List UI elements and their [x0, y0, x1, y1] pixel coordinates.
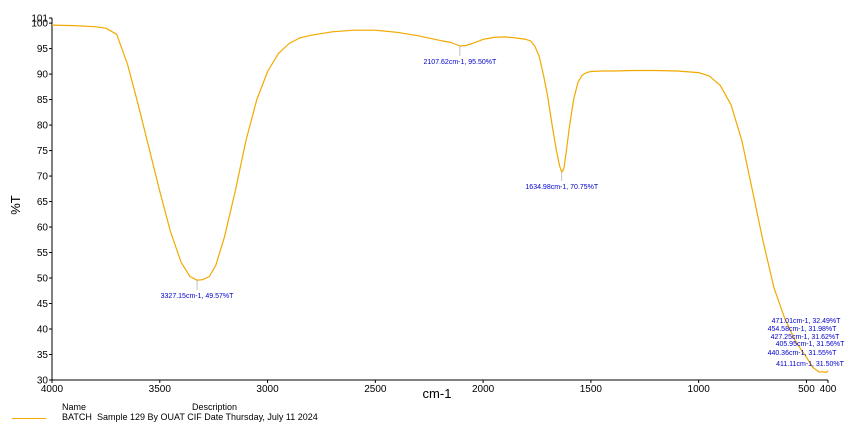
y-tick-label: 40	[37, 325, 49, 336]
x-tick-label: 2000	[472, 384, 495, 395]
y-axis-title: %T	[8, 195, 23, 215]
chart-series	[51, 24, 829, 373]
y-tick-label: 95	[37, 44, 49, 55]
y-tick-label: 30	[37, 376, 49, 387]
chart-axes	[51, 18, 828, 381]
y-tick-label: 55	[37, 248, 49, 259]
x-tick-label: 2500	[364, 384, 387, 395]
y-tick-label: 65	[37, 197, 49, 208]
y-tick-label: 100	[31, 19, 48, 30]
x-axis-title: cm-1	[423, 386, 452, 400]
peak-label: 1634.98cm-1, 70.75%T	[525, 184, 598, 191]
legend-entry-name: BATCH	[62, 412, 92, 422]
ftir-spectrum-chart: 4000 3500 3000 2500 2000 1500 1000 500 400 30 35 40…	[8, 14, 846, 401]
y-tick-label: 60	[37, 223, 49, 234]
peak-label: 405.95cm-1, 31.56%T	[776, 341, 846, 348]
peak-label: 440.36cm-1, 31.55%T	[768, 350, 838, 357]
peak-label: 427.25cm-1, 31.62%T	[771, 334, 841, 341]
legend-entry-description: Sample 129 By OUAT CIF Date Thursday, Ju…	[97, 412, 318, 422]
x-tick-label: 3500	[149, 384, 172, 395]
legend-name-header: Name	[62, 402, 87, 412]
chart-ticks: 4000 3500 3000 2500 2000 1500 1000 500 400 30 35 40…	[31, 14, 836, 396]
y-tick-label: 75	[37, 146, 49, 157]
x-tick-label: 4000	[41, 384, 64, 395]
peak-label: 471.01cm-1, 32.49%T	[772, 318, 842, 325]
y-tick-label: 101	[31, 14, 48, 25]
chart-annotations: 3327.15cm-1, 49.57%T 2107.62cm-1, 95.50%T…	[161, 46, 846, 368]
y-tick-label: 90	[37, 70, 49, 81]
x-tick-label: 1500	[580, 384, 603, 395]
y-tick-label: 50	[37, 274, 49, 285]
y-tick-label: 80	[37, 121, 49, 132]
y-tick-label: 85	[37, 95, 49, 106]
peak-label: 2107.62cm-1, 95.50%T	[424, 59, 497, 66]
y-tick-label: 45	[37, 299, 49, 310]
x-tick-label: 500	[798, 384, 815, 395]
peak-label: 454.58cm-1, 31.98%T	[768, 326, 838, 333]
legend: Name Description BATCH Sample 129 By OUA…	[0, 402, 856, 423]
x-tick-label: 3000	[256, 384, 279, 395]
peak-label: 411.11cm-1, 31.50%T	[776, 361, 845, 368]
peak-label: 3327.15cm-1, 49.57%T	[161, 293, 234, 300]
legend-description-header: Description	[192, 402, 238, 412]
x-tick-label: 1000	[688, 384, 711, 395]
spectrum-line	[51, 24, 829, 373]
y-tick-label: 35	[37, 350, 49, 361]
legend-line-swatch	[12, 418, 46, 419]
y-tick-label: 70	[37, 172, 49, 183]
x-tick-label: 400	[820, 384, 837, 395]
